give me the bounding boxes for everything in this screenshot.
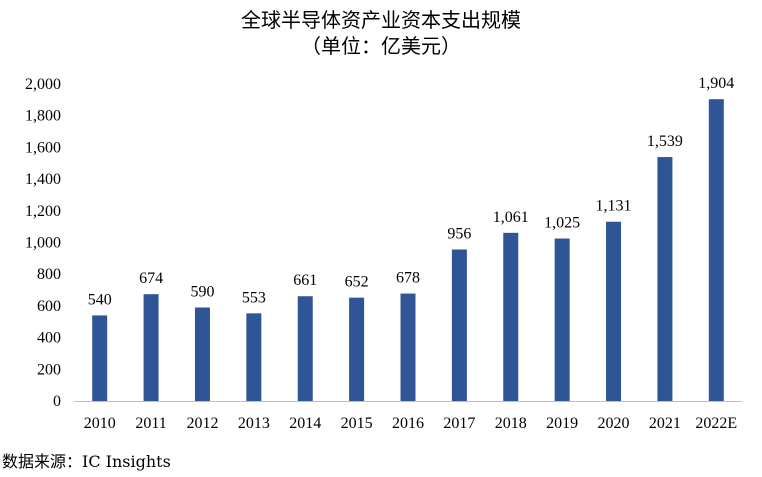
- data-label: 652: [345, 274, 369, 291]
- y-axis: 0 200 400 600 800 1,000 1,200 1,400 1,600 1,800 2,…: [25, 76, 61, 410]
- y-tick-label: 2,000: [25, 76, 61, 93]
- y-tick-label: 200: [37, 361, 61, 378]
- x-tick-label: 2016: [392, 415, 424, 432]
- bar-2015: [349, 297, 365, 401]
- x-tick-label: 2012: [186, 415, 218, 432]
- data-label: 553: [242, 289, 266, 306]
- bar-2013: [246, 313, 262, 401]
- y-tick-label: 400: [37, 330, 61, 347]
- x-tick-label: 2017: [443, 415, 475, 432]
- data-label: 956: [447, 225, 471, 242]
- data-label: 678: [396, 270, 420, 287]
- data-label: 1,061: [493, 209, 529, 226]
- x-axis: 2010 2011 2012 2013 2014 2015 2016 2017 2018 2019…: [74, 401, 742, 432]
- x-tick-label: 2014: [289, 415, 321, 432]
- bars: [92, 99, 724, 401]
- bar-2017: [451, 249, 467, 401]
- data-label: 590: [190, 283, 214, 300]
- y-tick-label: 1,000: [25, 235, 61, 252]
- y-tick-label: 1,800: [25, 108, 61, 125]
- data-label: 1,904: [698, 75, 734, 92]
- data-label: 1,131: [596, 198, 632, 215]
- data-label: 1,539: [647, 133, 683, 150]
- value-labels: 540 674 590 553 661 652 678 956 1,061 1,025 1,131 1…: [88, 75, 735, 308]
- x-tick-label: 2020: [598, 415, 630, 432]
- bar-2019: [554, 238, 570, 401]
- chart-title: 全球半导体资产业资本支出规模: [241, 8, 521, 32]
- data-label: 661: [293, 272, 317, 289]
- y-tick-label: 1,200: [25, 203, 61, 220]
- y-tick-label: 0: [53, 393, 61, 410]
- x-tick-label: 2013: [238, 415, 270, 432]
- x-tick-label: 2018: [495, 415, 527, 432]
- bar-2014: [297, 296, 313, 401]
- bar-2021: [657, 157, 673, 401]
- y-tick-label: 1,400: [25, 171, 61, 188]
- bar-2011: [143, 294, 159, 401]
- data-label: 540: [88, 291, 112, 308]
- x-tick-label: 2022E: [695, 415, 737, 432]
- bar-2018: [503, 232, 519, 401]
- x-tick-label: 2015: [341, 415, 373, 432]
- y-tick-label: 1,600: [25, 139, 61, 156]
- data-label: 1,025: [544, 215, 580, 232]
- bar-2010: [92, 315, 108, 401]
- bar-2012: [194, 307, 210, 401]
- x-tick-label: 2010: [84, 415, 116, 432]
- bar-2022E: [708, 99, 724, 401]
- bar-2016: [400, 293, 416, 401]
- source-note: 数据来源：IC Insights: [2, 452, 171, 471]
- x-tick-label: 2021: [649, 415, 681, 432]
- y-tick-label: 800: [37, 266, 61, 283]
- bar-2020: [606, 221, 622, 401]
- chart-subtitle: （单位：亿美元）: [301, 34, 461, 58]
- x-tick-label: 2019: [546, 415, 578, 432]
- y-tick-label: 600: [37, 298, 61, 315]
- x-tick-label: 2011: [135, 415, 166, 432]
- data-label: 674: [139, 270, 163, 287]
